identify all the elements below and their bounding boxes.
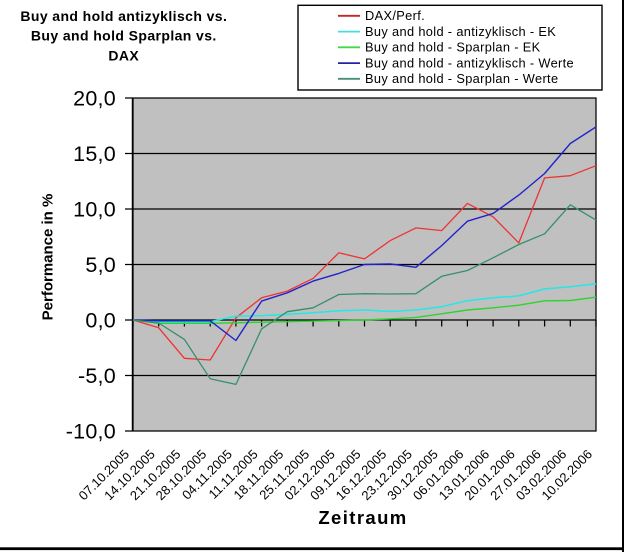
- svg-text:Buy and hold - Sparplan - Wert: Buy and hold - Sparplan - Werte: [365, 71, 558, 86]
- svg-text:Buy and hold Sparplan vs.: Buy and hold Sparplan vs.: [31, 28, 217, 44]
- svg-text:Buy and hold - Sparplan - EK: Buy and hold - Sparplan - EK: [365, 40, 541, 55]
- svg-text:0,0: 0,0: [85, 309, 116, 333]
- svg-text:20,0: 20,0: [73, 87, 116, 111]
- svg-text:Buy and hold - antizyklisch -: Buy and hold - antizyklisch - EK: [365, 24, 556, 39]
- svg-text:15,0: 15,0: [73, 142, 116, 166]
- svg-text:DAX/Perf.: DAX/Perf.: [365, 8, 425, 23]
- svg-text:Buy and hold - antizyklisch -: Buy and hold - antizyklisch - Werte: [365, 55, 574, 70]
- svg-text:10,0: 10,0: [73, 198, 116, 222]
- svg-text:Buy and hold antizyklisch vs.: Buy and hold antizyklisch vs.: [20, 8, 227, 24]
- svg-text:Zeitraum: Zeitraum: [318, 507, 407, 528]
- svg-text:-10,0: -10,0: [66, 420, 116, 444]
- svg-text:Performance in %: Performance in %: [40, 194, 57, 321]
- svg-text:DAX: DAX: [108, 48, 139, 64]
- svg-text:5,0: 5,0: [85, 253, 116, 277]
- svg-text:-5,0: -5,0: [78, 364, 116, 388]
